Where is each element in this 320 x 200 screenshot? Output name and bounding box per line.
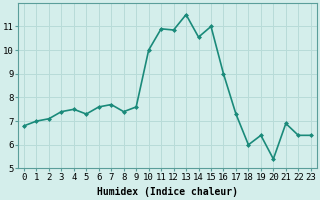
X-axis label: Humidex (Indice chaleur): Humidex (Indice chaleur) <box>97 187 238 197</box>
